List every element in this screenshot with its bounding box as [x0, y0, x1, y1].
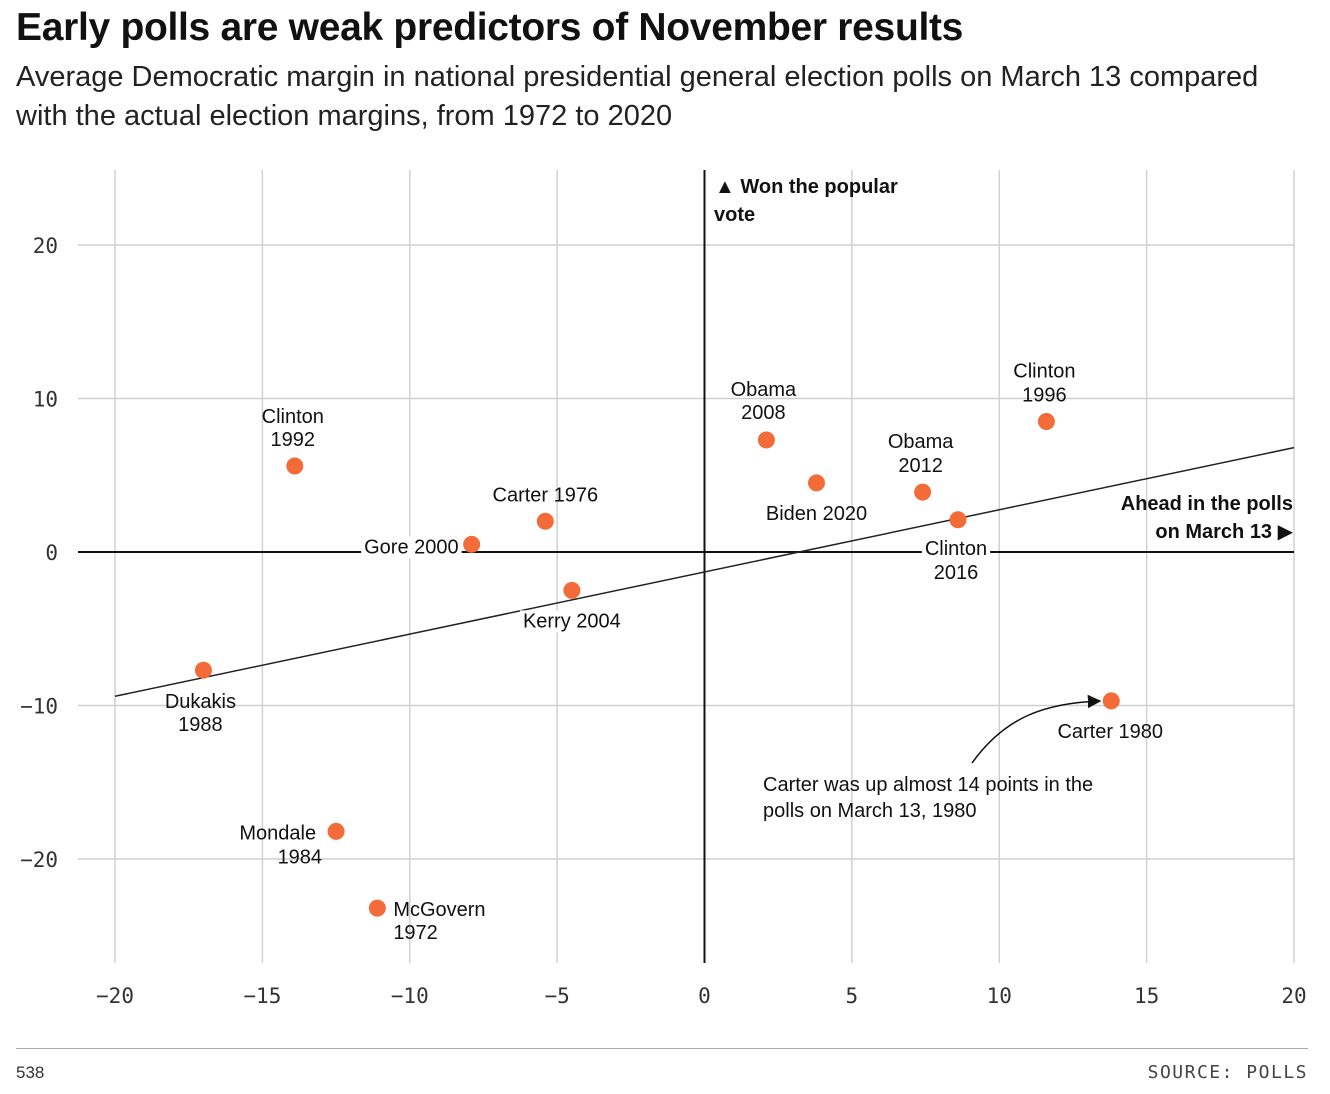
point-biden-2020 — [808, 474, 826, 492]
point-mondale-1984 — [327, 822, 345, 840]
carter-1980-note-line-1: Carter was up almost 14 points in the — [763, 774, 1093, 796]
trend-line — [114, 446, 1295, 698]
label-clinton-1996-year: 1996 — [1022, 385, 1067, 407]
y-tick-label: 10 — [33, 388, 58, 412]
point-clinton-2016 — [949, 511, 967, 529]
point-obama-2012 — [914, 483, 932, 501]
y-axis-note-line-2: vote — [714, 204, 755, 226]
scatter-chart: −20 −15 −10 −5 0 5 10 15 20 20 10 0 −10 −20 ▲ Won th… — [20, 170, 1307, 1008]
y-axis-ticks: 20 10 0 −10 −20 — [20, 234, 58, 872]
x-axis-note-line-2: on March 13 ▶ — [1155, 521, 1293, 543]
label-dukakis-1988-name: Dukakis — [165, 691, 236, 713]
label-clinton-1992-name: Clinton — [262, 406, 324, 428]
label-clinton-1996-name: Clinton — [1013, 361, 1075, 383]
carter-1980-arrow — [971, 694, 1102, 764]
label-obama-2008-year: 2008 — [741, 402, 786, 424]
label-clinton-2016-year: 2016 — [934, 562, 979, 584]
zero-axes — [78, 170, 1294, 963]
y-tick-label: −10 — [20, 695, 58, 719]
label-mcgovern-1972-name: McGovern — [393, 899, 485, 921]
data-points — [194, 413, 1120, 917]
point-dukakis-1988 — [194, 661, 212, 679]
label-carter-1976: Carter 1976 — [493, 484, 599, 506]
label-clinton-2016-name: Clinton — [925, 538, 987, 560]
label-obama-2012-name: Obama — [888, 431, 954, 453]
label-clinton-1992-year: 1992 — [271, 429, 316, 451]
grid-lines — [78, 170, 1295, 963]
label-carter-1980: Carter 1980 — [1057, 721, 1163, 743]
label-biden-2020: Biden 2020 — [766, 503, 867, 525]
point-clinton-1992 — [286, 457, 304, 475]
y-tick-label: 0 — [45, 541, 58, 565]
label-dukakis-1988-year: 1988 — [178, 714, 223, 736]
label-mondale-1984-year: 1984 — [278, 846, 323, 868]
point-kerry-2004 — [563, 581, 581, 599]
x-tick-label: −5 — [544, 984, 569, 1008]
x-tick-label: 15 — [1134, 984, 1159, 1008]
point-clinton-1996 — [1037, 413, 1055, 431]
trend-line-path — [114, 446, 1295, 698]
axis-notes: ▲ Won the popular vote Ahead in the polls o… — [714, 176, 1294, 822]
point-carter-1976 — [536, 512, 554, 530]
point-mcgovern-1972 — [368, 899, 386, 917]
x-tick-label: −15 — [243, 984, 281, 1008]
x-tick-label: 10 — [987, 984, 1012, 1008]
carter-1980-note-line-2: polls on March 13, 1980 — [763, 800, 976, 822]
x-tick-label: −10 — [391, 984, 429, 1008]
y-axis-note-line-1: ▲ Won the popular — [715, 176, 898, 198]
label-obama-2012-year: 2012 — [898, 455, 943, 477]
point-obama-2008 — [757, 431, 775, 449]
x-tick-label: 5 — [846, 984, 859, 1008]
x-tick-label: 0 — [698, 984, 711, 1008]
footer-brand: 538 — [16, 1063, 45, 1082]
label-mcgovern-1972-year: 1972 — [393, 922, 438, 944]
point-carter-1980 — [1102, 692, 1120, 710]
label-obama-2008-name: Obama — [731, 379, 797, 401]
label-kerry-2004: Kerry 2004 — [523, 610, 621, 632]
footer-divider — [16, 1048, 1308, 1049]
footer-source: SOURCE: POLLS — [1147, 1062, 1308, 1083]
chart-subtitle: Average Democratic margin in national pr… — [16, 61, 1259, 132]
label-gore-2000: Gore 2000 — [364, 536, 459, 558]
y-tick-label: 20 — [33, 234, 58, 258]
y-tick-label: −20 — [20, 848, 58, 872]
x-tick-label: 20 — [1281, 984, 1306, 1008]
x-axis-note-line-1: Ahead in the polls — [1121, 493, 1293, 515]
chart-title: Early polls are weak predictors of Novem… — [16, 6, 964, 49]
label-mondale-1984-name: Mondale — [239, 822, 316, 844]
x-axis-ticks: −20 −15 −10 −5 0 5 10 15 20 — [96, 984, 1307, 1008]
point-gore-2000 — [463, 535, 481, 553]
x-tick-label: −20 — [96, 984, 134, 1008]
